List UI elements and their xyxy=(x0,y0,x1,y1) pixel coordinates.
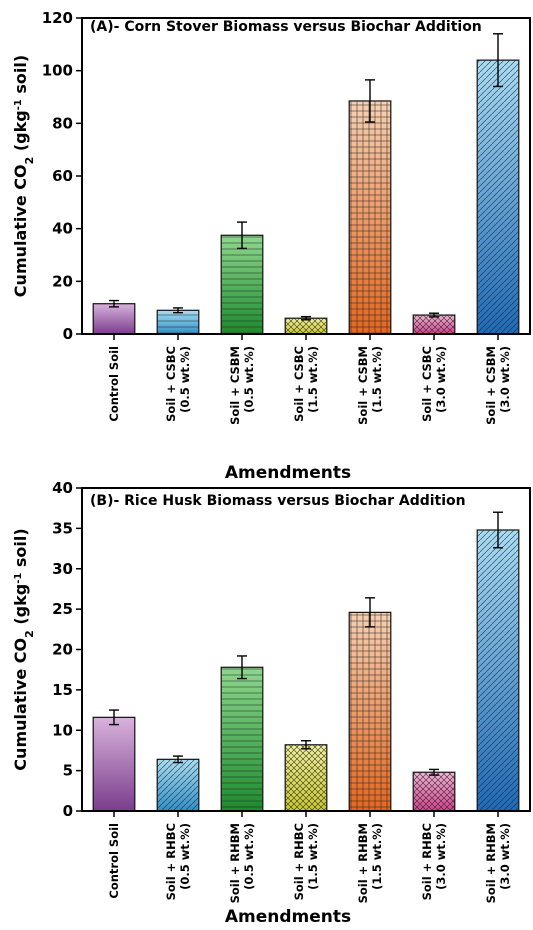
svg-text:Soil + RHBM: Soil + RHBM xyxy=(356,823,370,903)
x-tick-label: Control Soil xyxy=(107,823,121,899)
error-bar xyxy=(301,740,311,750)
bar-hatch xyxy=(349,612,391,811)
bar-hatch xyxy=(221,235,263,334)
y-tick-label: 60 xyxy=(52,167,73,185)
y-tick-label: 35 xyxy=(52,519,73,537)
svg-text:Soil + RHBC: Soil + RHBC xyxy=(292,823,306,900)
svg-text:Soil + RHBM: Soil + RHBM xyxy=(228,823,242,903)
error-bar xyxy=(429,312,439,318)
svg-text:(0.5 wt.%): (0.5 wt.%) xyxy=(242,346,256,413)
bar-hatch xyxy=(413,315,455,334)
error-bar xyxy=(365,79,375,123)
y-tick-label: 25 xyxy=(52,600,73,618)
x-tick-label: Soil + RHBM (0.5 wt.%) xyxy=(228,823,256,903)
x-tick-label: Soil + RHBM (3.0 wt.%) xyxy=(484,823,512,903)
svg-text:(1.5 wt.%): (1.5 wt.%) xyxy=(306,823,320,890)
svg-text:Soil + CSBC: Soil + CSBC xyxy=(420,346,434,422)
svg-text:(0.5 wt.%): (0.5 wt.%) xyxy=(178,346,192,413)
error-bar xyxy=(237,221,247,250)
y-tick-label: 15 xyxy=(52,681,73,699)
svg-text:(3.0 wt.%): (3.0 wt.%) xyxy=(498,823,512,890)
bar-hatch xyxy=(157,310,199,334)
y-tick-label: 30 xyxy=(52,560,73,578)
panel-title: (B)- Rice Husk Biomass versus Biochar Ad… xyxy=(90,493,466,509)
x-tick-label: Soil + RHBC (1.5 wt.%) xyxy=(292,823,320,900)
x-tick-label: Soil + RHBC (0.5 wt.%) xyxy=(164,823,192,900)
svg-text:(1.5 wt.%): (1.5 wt.%) xyxy=(370,823,384,890)
svg-text:Soil + RHBC: Soil + RHBC xyxy=(164,823,178,900)
y-tick-label: 40 xyxy=(52,220,73,238)
svg-text:(3.0 wt.%): (3.0 wt.%) xyxy=(434,823,448,890)
svg-text:Soil + CSBM: Soil + CSBM xyxy=(484,346,498,425)
svg-text:(0.5 wt.%): (0.5 wt.%) xyxy=(242,823,256,890)
x-tick-label: Soil + RHBC (3.0 wt.%) xyxy=(420,823,448,900)
bar xyxy=(92,303,136,335)
x-tick-label: Soil + CSBC (0.5 wt.%) xyxy=(164,346,192,422)
y-tick-label: 40 xyxy=(52,479,73,497)
svg-text:(3.0 wt.%): (3.0 wt.%) xyxy=(434,346,448,413)
y-tick-label: 100 xyxy=(42,62,73,80)
x-axis-title: Amendments xyxy=(225,907,351,927)
bar-hatch xyxy=(413,772,455,811)
svg-text:Soil + CSBC: Soil + CSBC xyxy=(164,346,178,422)
y-axis-title: Cumulative CO2 (gkg-1 soil) xyxy=(11,55,36,297)
error-bar xyxy=(365,597,375,628)
svg-text:Soil + CSBC: Soil + CSBC xyxy=(292,346,306,422)
svg-text:Soil + CSBM: Soil + CSBM xyxy=(356,346,370,425)
error-bar xyxy=(109,709,119,726)
y-axis-title: Cumulative CO2 (gkg-1 soil) xyxy=(11,528,36,770)
svg-text:Soil + RHBC: Soil + RHBC xyxy=(420,823,434,900)
y-tick-label: 10 xyxy=(52,721,73,739)
error-bar xyxy=(301,315,311,321)
error-bar xyxy=(173,307,183,314)
bar xyxy=(92,716,136,812)
error-bar xyxy=(173,755,183,764)
bar-hatch xyxy=(349,100,391,334)
error-bar xyxy=(493,33,503,88)
error-bar xyxy=(429,768,439,776)
bar-hatch xyxy=(285,744,327,811)
x-axis-title: Amendments xyxy=(225,463,351,483)
x-tick-label: Soil + CSBC (1.5 wt.%) xyxy=(292,346,320,422)
panel-title: (A)- Corn Stover Biomass versus Biochar … xyxy=(90,19,482,35)
y-tick-label: 80 xyxy=(52,114,73,132)
bar-hatch xyxy=(221,667,263,811)
y-tick-label: 20 xyxy=(52,272,73,290)
y-tick-label: 120 xyxy=(42,9,73,27)
y-tick-label: 0 xyxy=(63,325,73,343)
x-tick-label: Soil + CSBC (3.0 wt.%) xyxy=(420,346,448,422)
svg-text:(3.0 wt.%): (3.0 wt.%) xyxy=(498,346,512,413)
bar-hatch xyxy=(477,60,519,335)
svg-text:Control Soil: Control Soil xyxy=(107,823,121,899)
x-tick-label: Soil + RHBM (1.5 wt.%) xyxy=(356,823,384,903)
error-bar xyxy=(493,511,503,549)
svg-text:(1.5 wt.%): (1.5 wt.%) xyxy=(370,346,384,413)
svg-text:(1.5 wt.%): (1.5 wt.%) xyxy=(306,346,320,413)
bar-hatch xyxy=(285,318,327,334)
y-tick-label: 0 xyxy=(63,802,73,820)
bar-hatch xyxy=(477,529,519,811)
svg-text:Soil + CSBM: Soil + CSBM xyxy=(228,346,242,425)
x-tick-label: Soil + CSBM (1.5 wt.%) xyxy=(356,346,384,425)
error-bar xyxy=(109,299,119,308)
y-tick-label: 5 xyxy=(63,762,73,780)
x-tick-label: Soil + CSBM (3.0 wt.%) xyxy=(484,346,512,425)
x-tick-label: Soil + CSBM (0.5 wt.%) xyxy=(228,346,256,425)
plot-frame xyxy=(81,17,531,335)
svg-text:Soil + RHBM: Soil + RHBM xyxy=(484,823,498,903)
x-tick-label: Control Soil xyxy=(107,346,121,422)
svg-text:Control Soil: Control Soil xyxy=(107,346,121,422)
y-tick-label: 20 xyxy=(52,641,73,659)
error-bar xyxy=(237,655,247,680)
svg-text:(0.5 wt.%): (0.5 wt.%) xyxy=(178,823,192,890)
bar-hatch xyxy=(157,759,199,811)
